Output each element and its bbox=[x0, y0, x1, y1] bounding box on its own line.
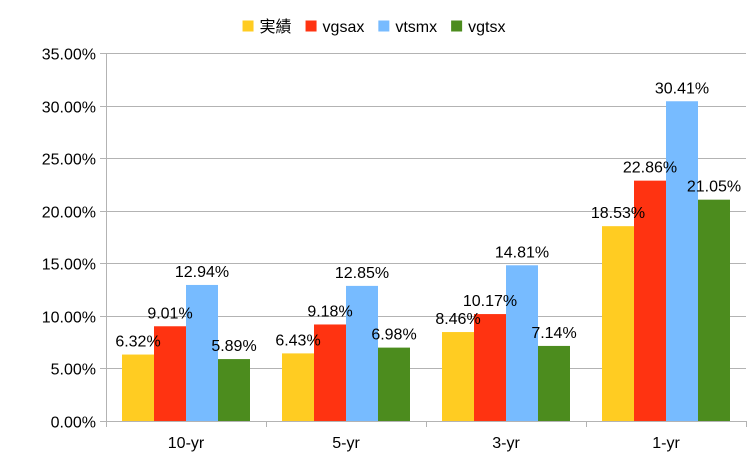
data-label: 30.41% bbox=[655, 80, 709, 97]
legend-label: vtsmx bbox=[395, 19, 437, 36]
bars bbox=[122, 101, 730, 422]
x-tick-label: 3-yr bbox=[492, 435, 520, 452]
y-tick-label: 0.00% bbox=[51, 415, 96, 432]
data-label: 5.89% bbox=[211, 338, 256, 355]
bar-vgsax-1-yr bbox=[634, 180, 666, 421]
data-labels: 6.32% 9.01% 12.94% 5.89% 6.43% 9.18% 12.85% 6.9… bbox=[115, 80, 741, 355]
data-label: 9.01% bbox=[147, 305, 192, 322]
legend-label: vgsax bbox=[323, 19, 365, 36]
x-tick-label: 1-yr bbox=[652, 435, 680, 452]
bar-実績-5-yr bbox=[282, 353, 314, 421]
data-label: 10.17% bbox=[463, 293, 517, 310]
data-label: 14.81% bbox=[495, 244, 549, 261]
bar-vtsmx-1-yr bbox=[666, 101, 698, 422]
x-tick-label: 10-yr bbox=[168, 435, 205, 452]
data-label: 6.32% bbox=[115, 334, 160, 351]
data-label: 9.18% bbox=[307, 303, 352, 320]
y-tick-label: 20.00% bbox=[42, 205, 96, 222]
bar-vgtsx-10-yr bbox=[218, 359, 250, 421]
y-tick-label: 5.00% bbox=[51, 362, 96, 379]
axes: 0.00% 5.00% 10.00% 15.00% 20.00% 25.00% 30.00%… bbox=[42, 47, 747, 452]
bar-vtsmx-3-yr bbox=[506, 265, 538, 421]
data-label: 6.98% bbox=[371, 327, 416, 344]
data-label: 12.94% bbox=[175, 264, 229, 281]
data-label: 21.05% bbox=[687, 179, 741, 196]
data-label: 7.14% bbox=[531, 325, 576, 342]
bar-vgsax-10-yr bbox=[154, 326, 186, 421]
bar-vgtsx-5-yr bbox=[378, 347, 410, 421]
legend-label: 実績 bbox=[260, 18, 292, 36]
y-tick-label: 25.00% bbox=[42, 152, 96, 169]
data-label: 6.43% bbox=[275, 332, 320, 349]
bar-vtsmx-5-yr bbox=[346, 285, 378, 421]
data-label: 8.46% bbox=[435, 311, 480, 328]
legend-label: vgtsx bbox=[468, 19, 505, 36]
bar-vgsax-3-yr bbox=[474, 314, 506, 421]
legend-swatch bbox=[378, 20, 390, 32]
bar-vtsmx-10-yr bbox=[186, 284, 218, 421]
legend: 実績 vgsax vtsmx vgtsx bbox=[242, 18, 505, 36]
y-tick-label: 35.00% bbox=[42, 47, 96, 64]
bar-vgtsx-3-yr bbox=[538, 345, 570, 421]
bar-実績-10-yr bbox=[122, 354, 154, 421]
y-tick-label: 15.00% bbox=[42, 257, 96, 274]
legend-swatch bbox=[242, 20, 254, 32]
data-label: 12.85% bbox=[335, 265, 389, 282]
y-tick-label: 10.00% bbox=[42, 310, 96, 327]
bar-vgtsx-1-yr bbox=[698, 199, 730, 421]
bar-vgsax-5-yr bbox=[314, 324, 346, 421]
data-label: 18.53% bbox=[591, 205, 645, 222]
legend-swatch bbox=[451, 20, 463, 32]
x-tick-label: 5-yr bbox=[332, 435, 360, 452]
bar-実績-3-yr bbox=[442, 332, 474, 421]
y-tick-label: 30.00% bbox=[42, 100, 96, 117]
data-label: 22.86% bbox=[623, 160, 677, 177]
bar-実績-1-yr bbox=[602, 226, 634, 421]
legend-swatch bbox=[305, 20, 317, 32]
